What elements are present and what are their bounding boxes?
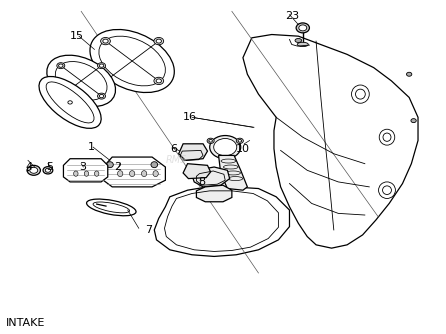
- Text: 2: 2: [115, 162, 122, 172]
- Text: INTAKE: INTAKE: [6, 318, 45, 328]
- Polygon shape: [219, 155, 248, 190]
- Ellipse shape: [209, 140, 212, 142]
- Text: 6: 6: [170, 144, 177, 154]
- Ellipse shape: [43, 167, 53, 174]
- Ellipse shape: [299, 25, 307, 31]
- Polygon shape: [103, 157, 165, 187]
- Text: 16: 16: [183, 112, 197, 122]
- Ellipse shape: [156, 39, 161, 43]
- Ellipse shape: [101, 77, 110, 85]
- Text: 5: 5: [45, 162, 53, 172]
- Ellipse shape: [223, 158, 227, 161]
- Ellipse shape: [30, 167, 38, 173]
- Ellipse shape: [153, 171, 158, 177]
- Ellipse shape: [141, 171, 147, 177]
- Ellipse shape: [222, 157, 229, 162]
- Ellipse shape: [47, 55, 116, 107]
- Ellipse shape: [210, 136, 241, 159]
- Polygon shape: [63, 159, 108, 182]
- Ellipse shape: [151, 162, 157, 168]
- Ellipse shape: [296, 23, 310, 33]
- Polygon shape: [196, 185, 232, 202]
- Ellipse shape: [87, 199, 136, 216]
- Ellipse shape: [207, 138, 214, 144]
- Ellipse shape: [57, 63, 65, 69]
- Ellipse shape: [58, 64, 63, 67]
- Ellipse shape: [154, 37, 164, 45]
- Ellipse shape: [45, 168, 50, 172]
- Ellipse shape: [238, 140, 242, 142]
- Polygon shape: [243, 34, 418, 248]
- Ellipse shape: [95, 171, 99, 176]
- Text: 10: 10: [236, 144, 250, 154]
- Text: 3: 3: [79, 162, 86, 172]
- Ellipse shape: [156, 79, 161, 83]
- Polygon shape: [183, 164, 211, 179]
- Ellipse shape: [129, 171, 135, 177]
- Ellipse shape: [154, 77, 164, 85]
- Ellipse shape: [84, 171, 89, 176]
- Ellipse shape: [214, 139, 237, 156]
- Text: 1: 1: [88, 142, 95, 152]
- Ellipse shape: [295, 38, 301, 42]
- Ellipse shape: [57, 93, 65, 99]
- Ellipse shape: [103, 79, 108, 83]
- Text: 7: 7: [145, 225, 153, 235]
- Ellipse shape: [117, 171, 123, 177]
- Ellipse shape: [236, 138, 244, 144]
- Ellipse shape: [27, 165, 41, 175]
- Ellipse shape: [74, 171, 78, 176]
- Ellipse shape: [39, 76, 101, 128]
- Text: 4: 4: [26, 162, 33, 172]
- Ellipse shape: [98, 93, 106, 99]
- Ellipse shape: [99, 64, 104, 67]
- Polygon shape: [154, 187, 289, 257]
- Ellipse shape: [406, 72, 412, 76]
- Ellipse shape: [58, 95, 63, 98]
- Text: 15: 15: [70, 31, 84, 41]
- Ellipse shape: [98, 63, 106, 69]
- Ellipse shape: [101, 37, 110, 45]
- Ellipse shape: [90, 29, 174, 93]
- Polygon shape: [192, 167, 230, 187]
- Ellipse shape: [107, 162, 113, 168]
- Ellipse shape: [99, 95, 104, 98]
- Ellipse shape: [411, 119, 416, 123]
- Text: 8: 8: [198, 177, 206, 187]
- Text: RMS: RMS: [166, 155, 187, 165]
- Ellipse shape: [103, 39, 108, 43]
- Text: 23: 23: [285, 11, 299, 21]
- Ellipse shape: [297, 42, 308, 47]
- Polygon shape: [179, 144, 207, 160]
